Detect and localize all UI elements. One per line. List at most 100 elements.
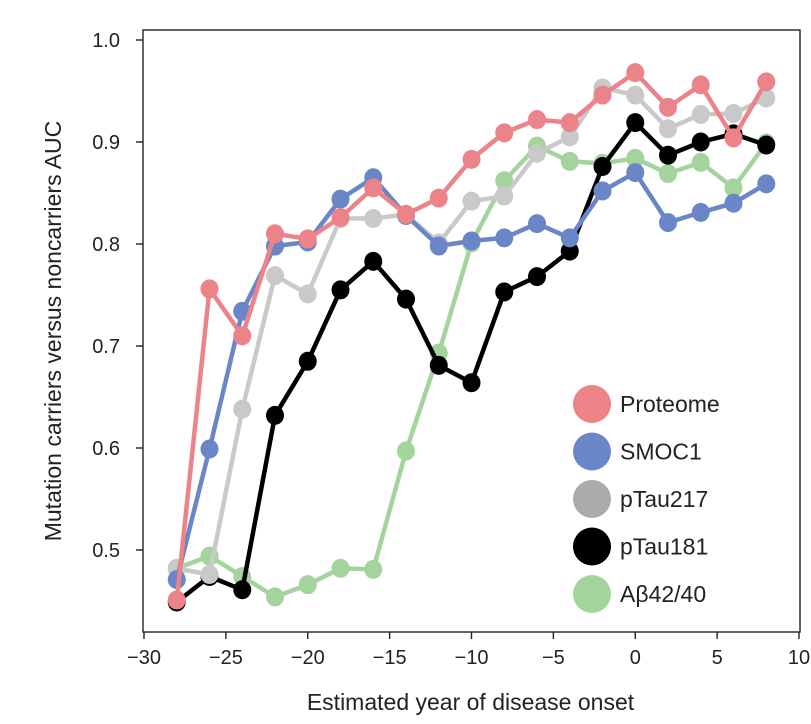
data-point — [593, 156, 612, 176]
data-point — [233, 326, 252, 346]
data-point — [429, 188, 448, 208]
data-point — [528, 143, 546, 163]
data-point — [659, 164, 677, 184]
x-tick-label: −10 — [455, 647, 489, 669]
data-point — [626, 163, 645, 183]
data-point — [364, 178, 383, 198]
data-point — [364, 251, 383, 271]
data-point — [757, 174, 776, 194]
data-point — [462, 149, 481, 169]
data-point — [331, 280, 350, 300]
data-point — [626, 85, 645, 105]
data-point — [364, 209, 383, 228]
data-point — [560, 127, 579, 147]
data-point — [757, 72, 776, 92]
data-point — [233, 580, 252, 600]
data-point — [659, 119, 677, 139]
data-point — [691, 75, 710, 95]
data-point — [266, 405, 284, 425]
data-point — [724, 193, 743, 213]
data-point — [560, 228, 579, 248]
y-tick-label: 0.9 — [92, 132, 120, 154]
legend-swatch — [573, 385, 611, 423]
data-point — [429, 236, 448, 256]
data-point — [397, 204, 415, 224]
data-point — [200, 439, 219, 459]
data-point — [593, 85, 612, 105]
x-tick-label: −20 — [291, 647, 325, 669]
data-point — [691, 132, 710, 152]
data-point — [462, 231, 481, 251]
data-point — [757, 135, 776, 155]
data-point — [593, 181, 612, 201]
data-point — [691, 202, 710, 222]
legend-item: SMOC1 — [573, 432, 702, 471]
data-point — [167, 590, 186, 610]
legend-swatch — [573, 527, 611, 566]
data-point — [560, 151, 579, 171]
y-tick-label: 0.7 — [92, 336, 120, 358]
x-tick-label: 5 — [712, 647, 723, 669]
data-point — [495, 282, 514, 302]
x-tick-label: 0 — [630, 647, 641, 669]
data-point — [298, 229, 317, 249]
data-point — [724, 103, 743, 123]
legend-item: Proteome — [573, 385, 720, 423]
data-point — [331, 558, 350, 578]
data-point — [495, 186, 514, 206]
data-point — [528, 267, 546, 287]
data-point — [724, 128, 743, 148]
legend-swatch — [573, 432, 611, 471]
data-point — [298, 575, 317, 595]
x-tick-label: 10 — [788, 647, 810, 669]
data-point — [528, 110, 546, 130]
data-point — [331, 207, 350, 227]
data-point — [724, 178, 743, 198]
data-point — [298, 284, 317, 304]
x-tick-label: −30 — [127, 647, 161, 669]
legend-label: SMOC1 — [620, 439, 702, 465]
y-tick-label: 0.8 — [92, 234, 120, 256]
axes: −30 −25 −20 −15 −10 −5 0 5 10 0.5 0.6 0.7 0.8 0.9 1.0 E… — [40, 30, 810, 715]
legend-item: pTau181 — [573, 527, 708, 566]
data-point — [331, 189, 350, 209]
legend-label: Proteome — [620, 391, 720, 417]
y-tick-label: 1.0 — [92, 30, 120, 52]
x-tick-label: −5 — [542, 647, 565, 669]
data-point — [659, 145, 677, 165]
series-line — [174, 140, 769, 600]
data-point — [495, 171, 514, 191]
data-point — [626, 63, 645, 83]
data-point — [560, 113, 579, 133]
data-point — [266, 266, 284, 286]
data-point — [462, 191, 481, 211]
data-point — [659, 97, 677, 117]
legend: Proteome SMOC1 pTau217 pTau181 Aβ42/40 — [573, 385, 720, 613]
x-axis-title: Estimated year of disease onset — [307, 689, 635, 715]
data-point — [495, 228, 514, 248]
legend-label: pTau217 — [620, 486, 708, 512]
data-point — [397, 289, 415, 309]
data-point — [200, 279, 219, 299]
data-point — [495, 123, 514, 143]
legend-label: pTau181 — [620, 534, 708, 560]
data-point — [659, 213, 677, 233]
data-point — [233, 399, 252, 419]
data-point — [397, 441, 415, 461]
legend-label: Aβ42/40 — [620, 581, 706, 607]
y-tick-label: 0.6 — [92, 438, 120, 460]
data-point — [429, 355, 448, 375]
data-point — [266, 587, 284, 607]
x-tick-label: −25 — [209, 647, 243, 669]
data-point — [266, 224, 284, 244]
series-proteome — [167, 63, 776, 610]
data-point — [626, 113, 645, 133]
data-point — [200, 564, 219, 584]
data-point — [691, 104, 710, 124]
series-group — [167, 63, 776, 612]
legend-item: Aβ42/40 — [573, 575, 706, 613]
legend-item: pTau217 — [573, 480, 708, 518]
legend-swatch — [573, 575, 611, 613]
data-point — [691, 152, 710, 172]
